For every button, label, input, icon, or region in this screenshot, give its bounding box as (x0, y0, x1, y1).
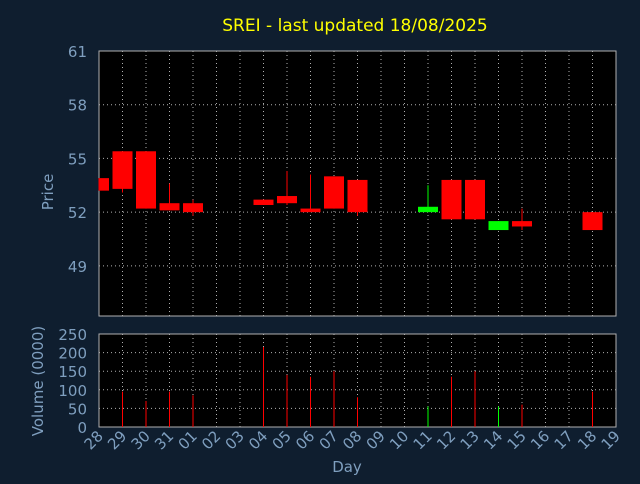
x-axis: 2829303101020304050607080910111213141516… (81, 427, 624, 453)
candle-body (347, 179, 368, 213)
candle-body (582, 212, 603, 231)
candle-body (512, 221, 532, 227)
x-axis-label: Day (332, 458, 362, 476)
volume-tick-label: 250 (58, 326, 87, 344)
candle-body (324, 176, 344, 209)
candle-body (441, 179, 462, 220)
volume-tick-label: 100 (58, 382, 87, 400)
price-tick-label: 52 (68, 204, 87, 222)
candle-body (112, 151, 133, 189)
price-tick-label: 58 (68, 97, 87, 115)
price-panel: 49 52 55 58 61 (68, 43, 617, 317)
volume-axis-label: Volume (0000) (29, 326, 47, 436)
volume-tick-label: 0 (77, 419, 87, 437)
candle-body (99, 178, 109, 191)
price-tick-label: 61 (68, 43, 87, 61)
price-tick-label: 55 (68, 150, 87, 168)
candle-body (488, 221, 509, 231)
volume-tick-label: 200 (58, 345, 87, 363)
candle-body (136, 151, 156, 209)
candle-body (300, 208, 321, 213)
volume-tick-label: 50 (68, 400, 87, 418)
candle-body (465, 179, 485, 220)
chart-title: SREI - last updated 18/08/2025 (222, 16, 487, 36)
candle-body (253, 199, 274, 205)
price-tick-label: 49 (68, 258, 87, 276)
candle-body (418, 206, 438, 213)
candle-body (277, 196, 297, 204)
price-axis-label: Price (39, 174, 57, 211)
volume-tick-label: 150 (58, 363, 87, 381)
candle-body (183, 203, 203, 213)
candle-body (159, 203, 180, 211)
